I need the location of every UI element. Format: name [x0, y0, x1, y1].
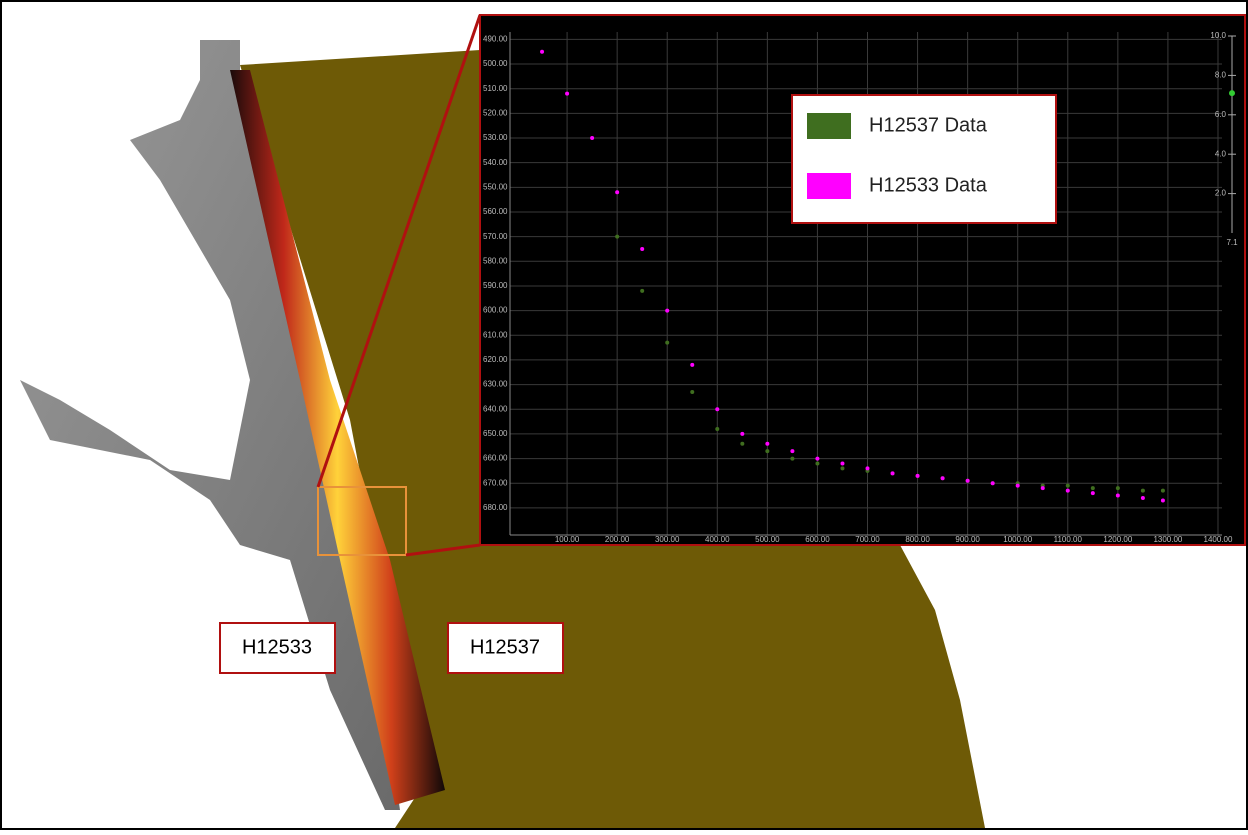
point — [765, 449, 769, 453]
slider-tick-label: 2.0 — [1215, 189, 1227, 198]
y-tick-label: 650.00 — [483, 429, 508, 438]
map-label: H12537 — [470, 636, 540, 658]
point — [1016, 484, 1020, 488]
y-tick-label: 600.00 — [483, 306, 508, 315]
point — [740, 442, 744, 446]
x-tick-label: 1200.00 — [1103, 535, 1132, 544]
point — [1116, 494, 1120, 498]
x-tick-label: 900.00 — [955, 535, 980, 544]
y-tick-label: 620.00 — [483, 355, 508, 364]
point — [690, 363, 694, 367]
y-tick-label: 580.00 — [483, 256, 508, 265]
y-tick-label: 680.00 — [483, 503, 508, 512]
point — [815, 457, 819, 461]
x-tick-label: 100.00 — [555, 535, 580, 544]
y-tick-label: 530.00 — [483, 133, 508, 142]
x-tick-label: 300.00 — [655, 535, 680, 544]
point — [991, 481, 995, 485]
slider-tick-label: 8.0 — [1215, 71, 1227, 80]
point — [790, 457, 794, 461]
y-tick-label: 520.00 — [483, 108, 508, 117]
y-tick-label: 670.00 — [483, 478, 508, 487]
page: {"chart_data": {"type": "scatter", "seri… — [0, 0, 1248, 835]
x-tick-label: 1300.00 — [1153, 535, 1182, 544]
point — [1041, 486, 1045, 490]
point — [891, 471, 895, 475]
point — [815, 461, 819, 465]
y-tick-label: 660.00 — [483, 454, 508, 463]
point — [966, 479, 970, 483]
point — [1141, 496, 1145, 500]
x-tick-label: 200.00 — [605, 535, 630, 544]
point — [1161, 498, 1165, 502]
point — [866, 466, 870, 470]
x-tick-label: 600.00 — [805, 535, 830, 544]
point — [565, 92, 569, 96]
screenshot: H12533 H12537 490.00 500.00 510.00 520.00 53… — [0, 0, 1248, 830]
x-tick-label: 700.00 — [855, 535, 880, 544]
x-tick-label: 800.00 — [905, 535, 930, 544]
point — [665, 309, 669, 313]
point — [1161, 489, 1165, 493]
point — [916, 474, 920, 478]
x-tick-label: 1100.00 — [1054, 535, 1083, 544]
point — [665, 341, 669, 345]
point — [1141, 489, 1145, 493]
point — [715, 407, 719, 411]
point — [1091, 486, 1095, 490]
point — [590, 136, 594, 140]
point — [790, 449, 794, 453]
y-tick-label: 540.00 — [483, 158, 508, 167]
point — [1116, 486, 1120, 490]
y-tick-label: 510.00 — [483, 84, 508, 93]
y-tick-label: 630.00 — [483, 380, 508, 389]
y-tick-label: 490.00 — [483, 35, 508, 44]
x-tick-label: 500.00 — [755, 535, 780, 544]
point — [540, 50, 544, 54]
point — [640, 247, 644, 251]
x-tick-label: 1000.00 — [1003, 535, 1032, 544]
y-tick-label: 550.00 — [483, 182, 508, 191]
y-tick-label: 590.00 — [483, 281, 508, 290]
legend-label: H12533 Data — [869, 174, 988, 196]
point — [690, 390, 694, 394]
point — [740, 432, 744, 436]
y-tick-label: 640.00 — [483, 404, 508, 413]
slider-tick-label: 6.0 — [1215, 110, 1227, 119]
point — [715, 427, 719, 431]
point — [1091, 491, 1095, 495]
legend-label: H12537 Data — [869, 114, 988, 136]
slider-handle — [1229, 90, 1235, 96]
slider-value: 7.1 — [1226, 238, 1238, 247]
point — [840, 466, 844, 470]
legend-swatch — [807, 173, 851, 199]
y-tick-label: 570.00 — [483, 232, 508, 241]
legend-swatch — [807, 113, 851, 139]
point — [765, 442, 769, 446]
point — [615, 235, 619, 239]
slider-tick-label: 10.0 — [1210, 31, 1226, 40]
point — [1066, 489, 1070, 493]
point — [941, 476, 945, 480]
point — [840, 461, 844, 465]
point — [1066, 484, 1070, 488]
map-label: H12533 — [242, 636, 312, 658]
x-tick-label: 400.00 — [705, 535, 730, 544]
y-tick-label: 560.00 — [483, 207, 508, 216]
point — [640, 289, 644, 293]
x-tick-label: 1400.00 — [1204, 535, 1233, 544]
y-tick-label: 500.00 — [483, 59, 508, 68]
y-tick-label: 610.00 — [483, 330, 508, 339]
point — [615, 190, 619, 194]
slider-tick-label: 4.0 — [1215, 149, 1227, 158]
